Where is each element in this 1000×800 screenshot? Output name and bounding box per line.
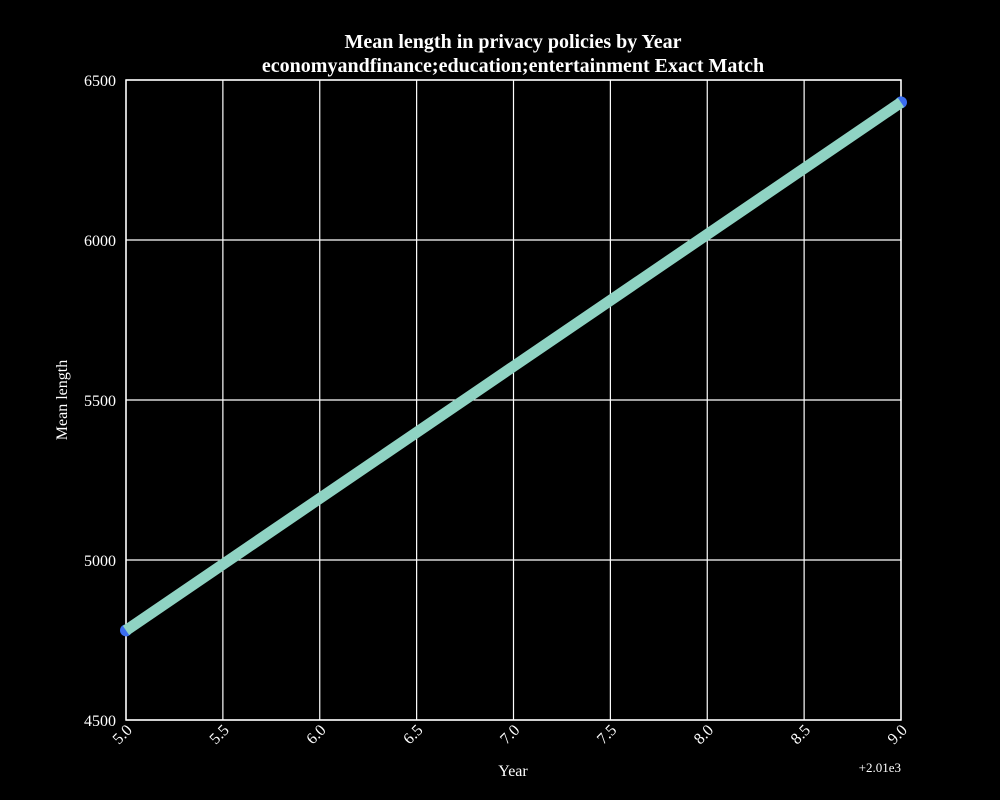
y-tick-label: 5500 (84, 393, 116, 410)
series-line (122, 97, 905, 635)
series-layer (120, 96, 907, 637)
x-axis-label: Year (498, 763, 528, 780)
y-tick-label: 5000 (84, 553, 116, 570)
chart-subtitle: economyandfinance;education;entertainmen… (262, 55, 764, 77)
y-tick-label: 6000 (84, 233, 116, 250)
y-tick-label: 4500 (84, 713, 116, 730)
y-tick-label: 6500 (84, 73, 116, 90)
plot-frame (125, 79, 902, 721)
y-axis-label: Mean length (54, 360, 71, 440)
y-axis-ticks: 4500 5000 5500 6000 6500 (84, 73, 116, 730)
x-axis-offset-label: +2.01e3 (859, 760, 901, 775)
chart-title: Mean length in privacy policies by Year (344, 31, 681, 53)
